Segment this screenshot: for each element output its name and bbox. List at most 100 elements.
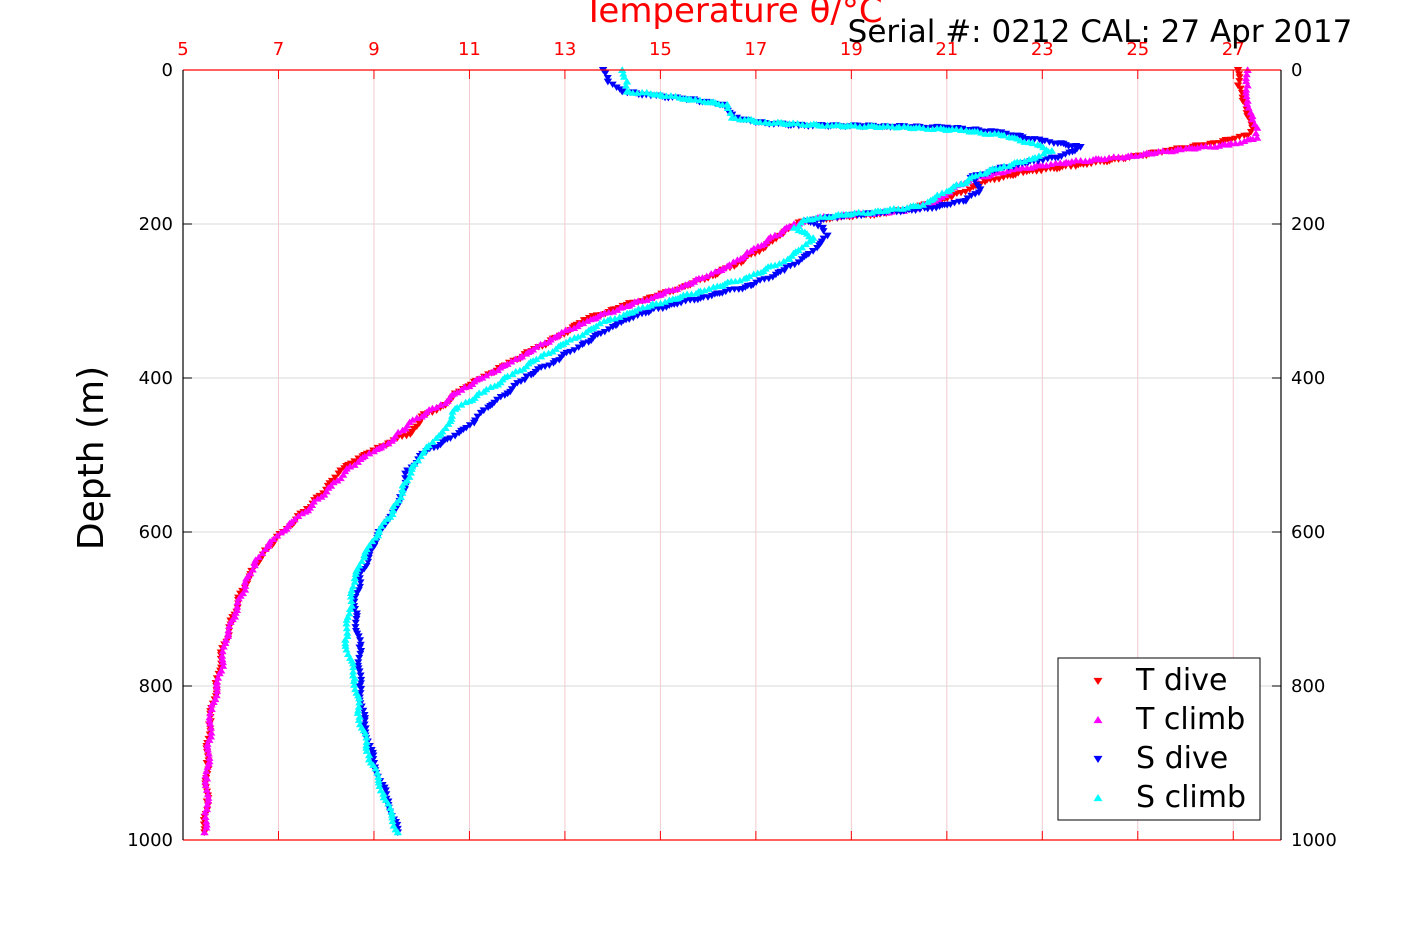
- x-tick-label: 11: [458, 39, 481, 60]
- data-marker: [619, 70, 628, 77]
- legend-marker-t-dive: [1093, 677, 1103, 686]
- data-marker: [381, 787, 390, 794]
- data-marker: [638, 303, 647, 311]
- data-marker: [242, 574, 251, 582]
- data-marker: [398, 481, 407, 489]
- data-marker: [603, 75, 612, 82]
- x-tick-label: 13: [553, 39, 576, 60]
- data-marker: [202, 817, 211, 825]
- data-marker: [511, 355, 520, 362]
- data-marker: [608, 324, 617, 331]
- data-marker: [353, 590, 362, 597]
- x-tick-label: 19: [840, 39, 863, 60]
- legend-marker-s-dive: [1093, 755, 1103, 764]
- data-marker: [362, 744, 371, 751]
- data-marker: [205, 754, 214, 761]
- data-marker: [578, 331, 587, 338]
- y-tick-label-left: 800: [139, 676, 173, 697]
- data-marker: [570, 347, 579, 354]
- data-point: [622, 77, 632, 85]
- data-marker: [615, 313, 624, 320]
- data-point: [808, 248, 818, 255]
- data-marker: [965, 186, 974, 194]
- data-marker: [794, 259, 803, 266]
- data-marker: [383, 515, 392, 522]
- data-marker: [218, 658, 227, 666]
- data-marker: [370, 543, 379, 550]
- y-tick-label-right: 200: [1291, 214, 1325, 235]
- x-tick-label: 7: [273, 39, 284, 60]
- data-marker: [213, 678, 222, 685]
- data-marker: [352, 615, 361, 623]
- data-marker: [756, 277, 765, 284]
- data-marker: [455, 430, 464, 437]
- data-point: [1238, 97, 1248, 105]
- data-marker: [1005, 162, 1014, 169]
- data-marker: [695, 96, 704, 104]
- data-marker: [749, 270, 758, 277]
- data-marker: [218, 655, 227, 663]
- data-marker: [201, 813, 210, 820]
- y-tick-label-left: 600: [139, 522, 173, 543]
- data-marker: [510, 382, 519, 390]
- y-tick-label-right: 800: [1291, 676, 1325, 697]
- data-marker: [203, 743, 212, 750]
- data-marker: [1008, 165, 1017, 173]
- data-marker: [348, 659, 357, 667]
- data-point: [980, 178, 990, 186]
- data-marker: [493, 366, 502, 374]
- data-marker: [578, 341, 587, 349]
- data-marker: [733, 256, 742, 263]
- data-marker: [647, 294, 656, 302]
- data-marker: [1025, 155, 1034, 163]
- data-marker: [484, 404, 493, 412]
- data-point: [350, 574, 360, 582]
- data-marker: [273, 532, 282, 539]
- data-marker: [374, 773, 383, 780]
- data-point: [355, 713, 364, 720]
- data-marker: [457, 401, 466, 408]
- data-marker: [356, 650, 365, 658]
- data-marker: [448, 408, 457, 415]
- data-marker: [709, 283, 718, 290]
- data-marker: [681, 281, 690, 288]
- data-marker: [537, 364, 546, 371]
- data-marker: [218, 652, 227, 659]
- data-marker: [373, 769, 382, 776]
- data-marker: [819, 228, 828, 235]
- data-marker: [441, 399, 450, 407]
- x-tick-label: 25: [1126, 39, 1149, 60]
- y-tick-label-left: 200: [139, 214, 173, 235]
- data-marker: [233, 603, 242, 610]
- data-marker: [1043, 155, 1052, 163]
- data-point: [470, 419, 479, 427]
- data-marker: [204, 794, 213, 801]
- data-point: [388, 506, 398, 514]
- data-marker: [476, 409, 485, 417]
- data-marker: [347, 586, 356, 594]
- data-marker: [294, 512, 303, 520]
- data-marker: [582, 328, 591, 336]
- data-point: [1076, 144, 1085, 151]
- data-marker: [350, 681, 359, 688]
- data-marker: [622, 302, 631, 310]
- data-marker: [549, 360, 558, 367]
- data-marker: [225, 622, 234, 629]
- data-marker: [355, 583, 364, 591]
- data-marker: [595, 319, 604, 327]
- data-point: [999, 131, 1009, 139]
- data-point: [918, 200, 928, 208]
- data-marker: [661, 298, 670, 305]
- y-tick-label-left: 400: [139, 368, 173, 389]
- data-marker: [1039, 150, 1048, 157]
- data-point: [479, 388, 488, 395]
- data-marker: [702, 272, 711, 280]
- serial-cal-label: Serial #: 0212 CAL: 27 Apr 2017: [848, 14, 1353, 50]
- data-point: [789, 220, 799, 227]
- data-point: [1252, 123, 1262, 131]
- data-marker: [919, 124, 928, 131]
- data-marker: [214, 674, 223, 681]
- data-marker: [1244, 104, 1253, 111]
- data-marker: [218, 647, 227, 655]
- data-marker: [298, 509, 307, 517]
